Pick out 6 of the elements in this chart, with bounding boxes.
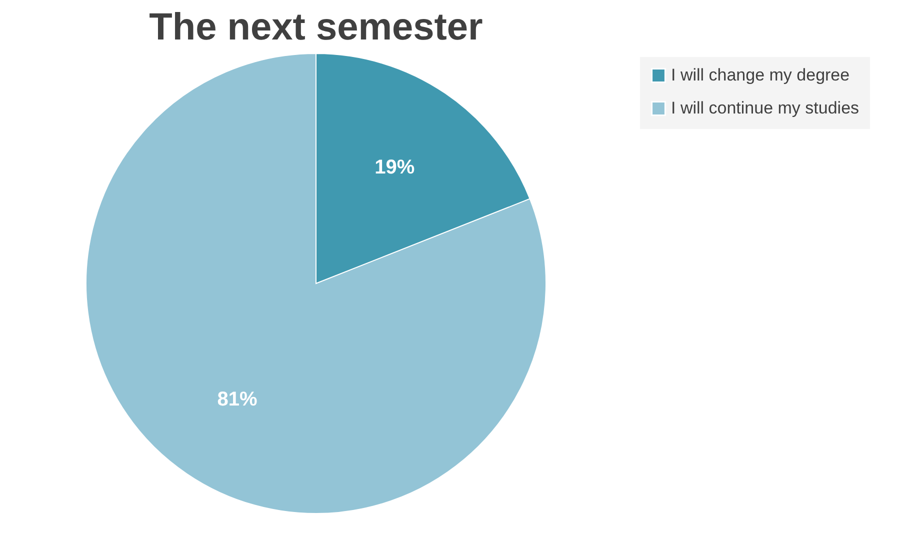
legend-label: I will continue my studies	[671, 98, 860, 118]
data-label: 19%	[374, 156, 415, 179]
chart-title: The next semester	[149, 6, 484, 48]
data-label: 81%	[217, 388, 258, 410]
legend-label: I will change my degree	[671, 66, 850, 84]
pie-slice	[86, 53, 546, 514]
